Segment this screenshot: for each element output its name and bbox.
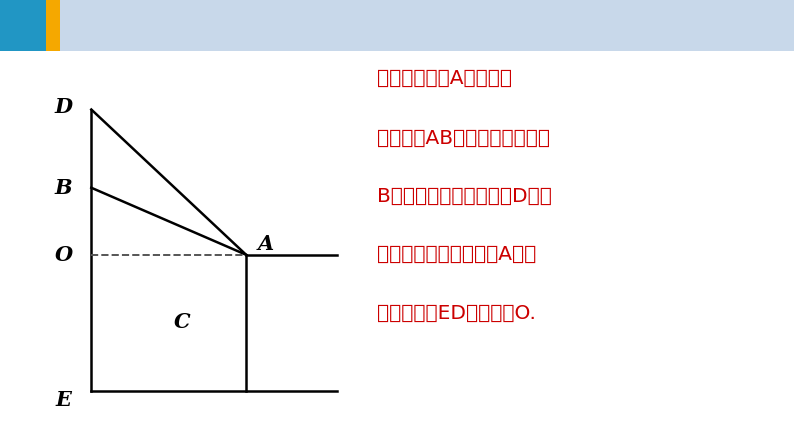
Text: B是第一次救人的地点，D是第: B是第一次救人的地点，D是第 [377,187,552,206]
Text: 平线与楼房ED的交点为O.: 平线与楼房ED的交点为O. [377,304,536,322]
Text: A: A [258,234,274,253]
Text: E: E [56,390,71,410]
Text: B: B [55,178,72,198]
Text: D: D [55,97,72,117]
Text: O: O [55,245,72,265]
Text: 下端点，AB是伸长后的云梯，: 下端点，AB是伸长后的云梯， [377,129,550,148]
Text: 解：如图，设A是云梯的: 解：如图，设A是云梯的 [377,69,512,88]
Text: C: C [175,312,191,332]
Text: 二次救人的地点，过点A的水: 二次救人的地点，过点A的水 [377,245,537,264]
